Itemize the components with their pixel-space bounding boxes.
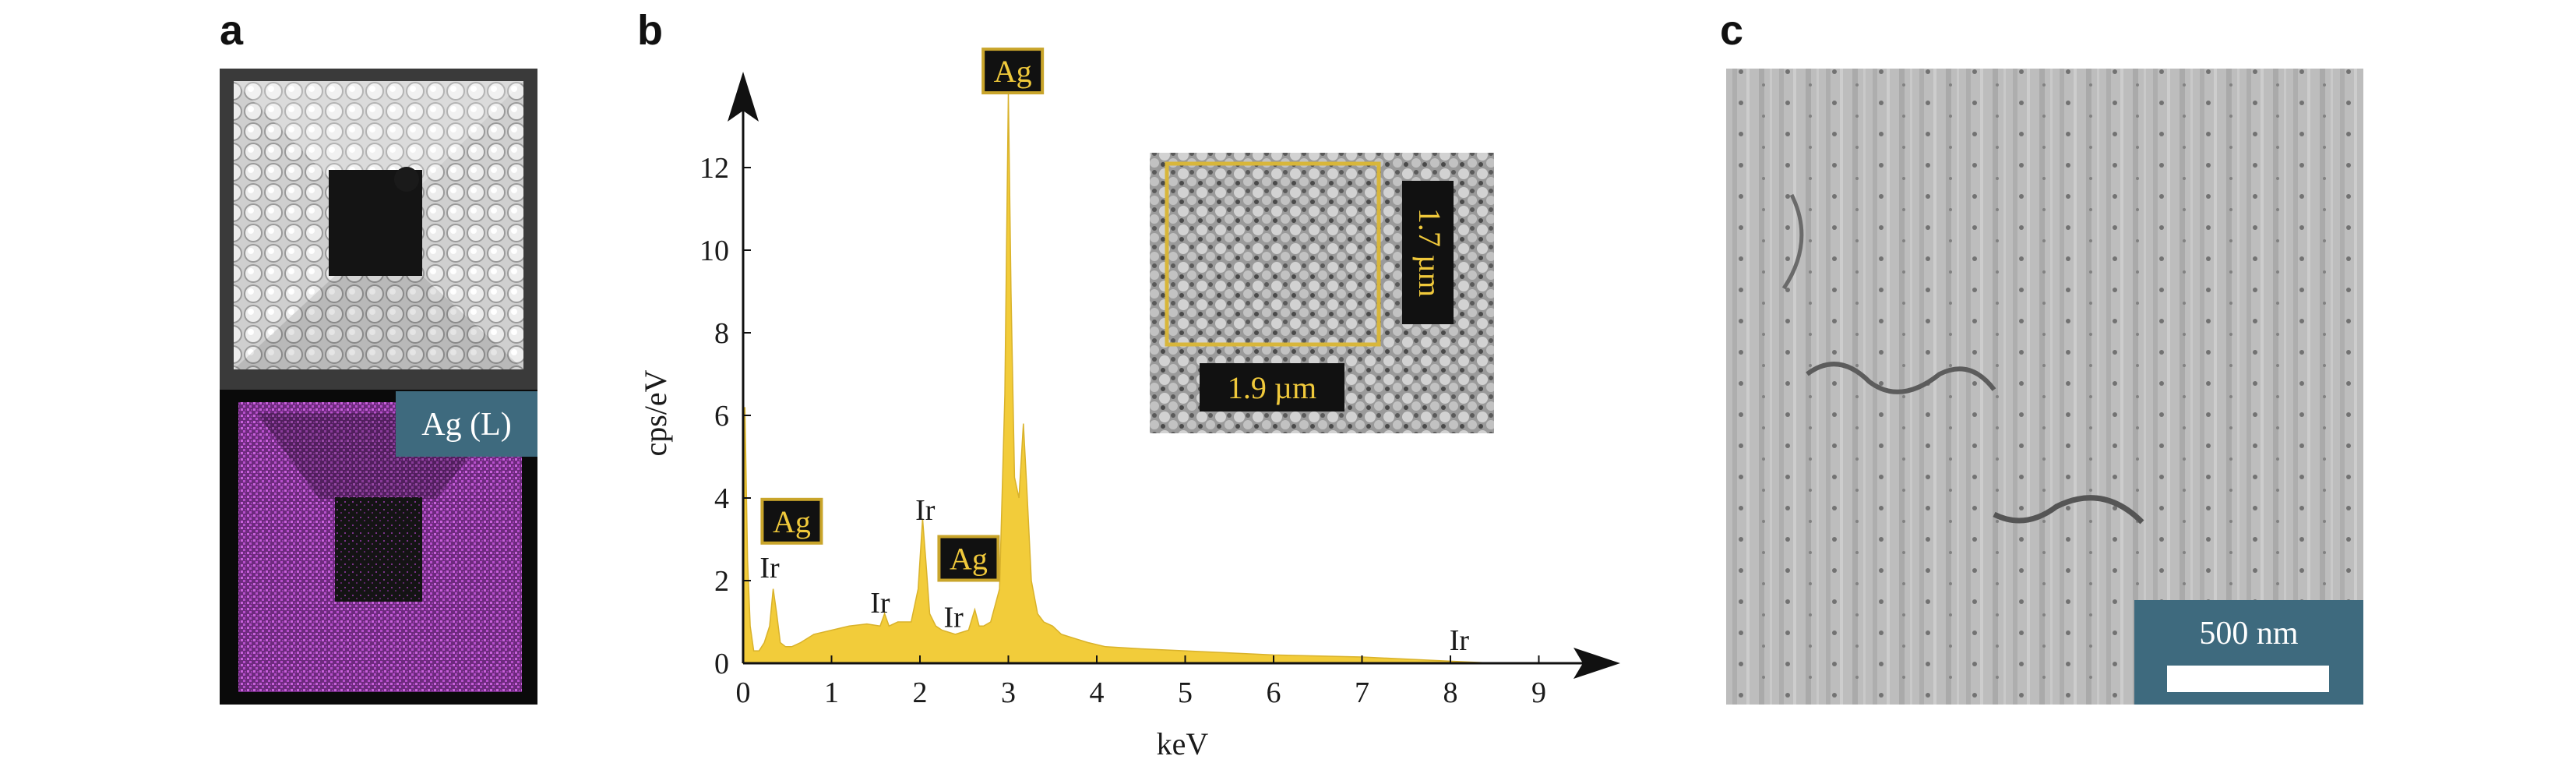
x-tick-label: 1 [824,676,839,709]
y-tick-label: 6 [714,400,729,433]
y-tick-label: 0 [714,648,729,680]
x-tick-label: 9 [1531,676,1546,709]
x-tick-label: 8 [1443,676,1458,709]
panel-letter-a: a [220,7,244,54]
y-axis-arrow [728,72,759,122]
y-tick-label: 8 [714,317,729,350]
map-label: Ag (L) [421,407,511,443]
x-axis-label: keV [1157,726,1209,761]
peak-label: Ag [994,54,1032,89]
inset-width-label-box [1200,363,1344,411]
peak-label-box [981,48,1045,95]
y-axis-label: cps/eV [638,369,673,456]
y-tick-label: 2 [714,565,729,598]
peak-label: Ir [870,587,890,620]
peak-label-box [937,535,1000,582]
inset-width-label: 1.9 µm [1228,370,1316,405]
map-label-box [396,391,537,457]
ag-elemental-map [220,390,537,705]
peak-label: Ir [759,552,780,585]
panel-a: Ag (L) [220,69,537,705]
inset-sem: 1.9 µm 1.7 µm [1150,153,1494,433]
panel-letter-c: c [1720,7,1744,54]
peak-label: Ir [1450,624,1470,657]
sem-image [220,69,537,390]
x-tick-label: 3 [1001,676,1016,709]
sem-surface-image [1726,69,2363,705]
x-tick-label: 5 [1178,676,1193,709]
peak-label: Ir [915,494,936,527]
x-tick-label: 0 [736,676,751,709]
peak-label: Ir [943,602,964,634]
peak-label: Ag [773,504,811,539]
panel-letter-b: b [637,7,663,54]
peak-label-box [760,497,823,545]
x-axis-arrow [1573,648,1620,679]
x-tick-label: 7 [1355,676,1369,709]
panel-c: 500 nm [1726,69,2363,705]
y-tick-label: 4 [714,482,729,515]
inset-height-label-box [1402,181,1454,324]
x-tick-label: 2 [913,676,928,709]
scale-bar [2167,666,2329,692]
inset-height-label: 1.7 µm [1412,208,1447,297]
spectrum-area [742,93,1495,664]
y-tick-label: 12 [700,152,729,185]
y-tick-label: 10 [700,235,729,267]
scale-bar-label: 500 nm [2199,616,2299,652]
peak-label: Ag [950,542,988,577]
x-tick-label: 6 [1267,676,1281,709]
x-tick-label: 4 [1090,676,1105,709]
